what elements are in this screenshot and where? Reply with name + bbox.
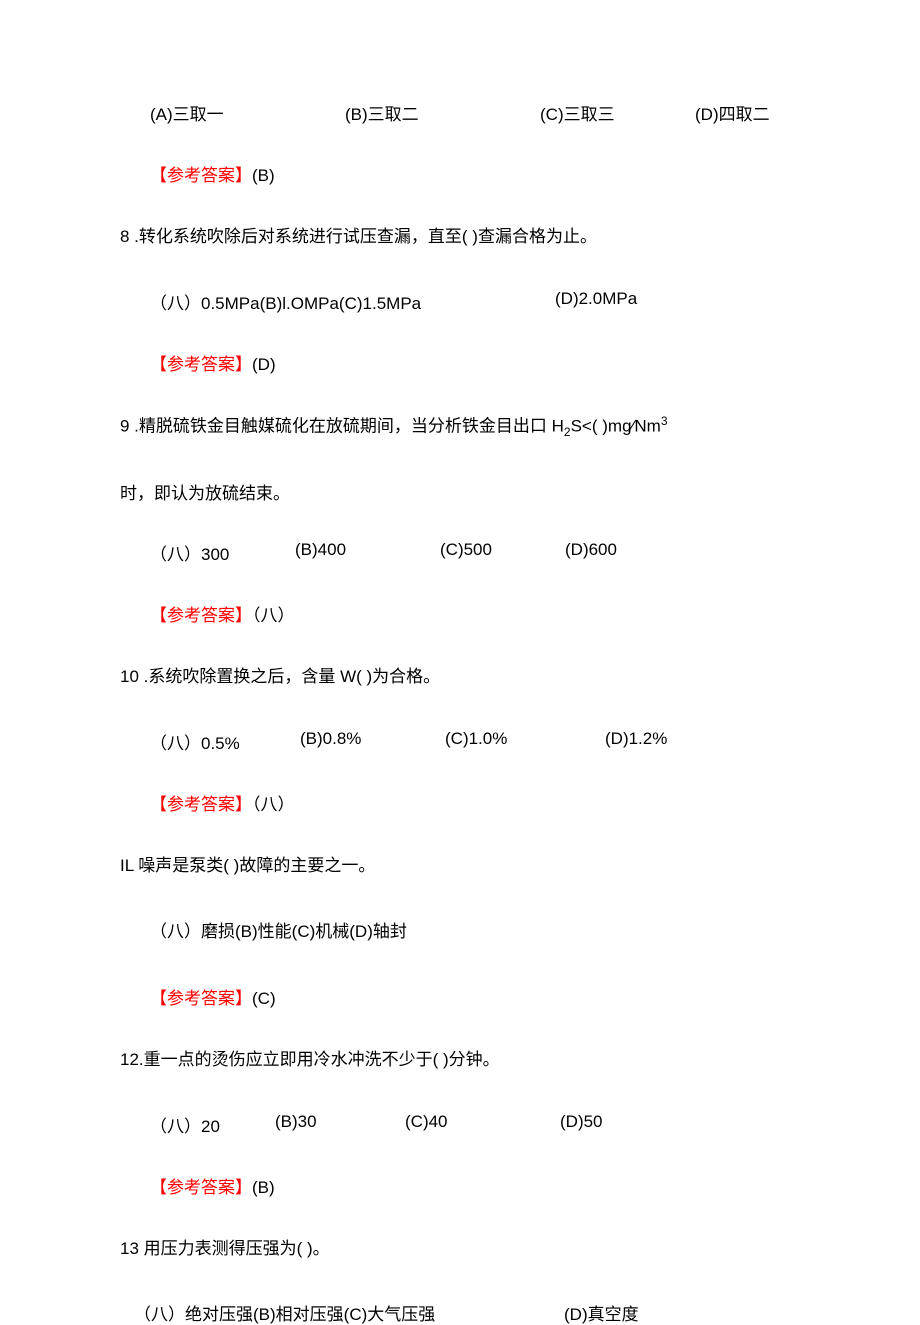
q11-answer-value: (C) [252,989,276,1008]
q13-options-row: （八）绝对压强(B)相对压强(C)大气压强 (D)真空度 [120,1300,800,1325]
q9-text: 9 .精脱硫铁金目触媒硫化在放硫期间，当分析铁金目出口 H2S<( )mg∕Nm… [120,411,800,444]
q10-text: 10 .系统吹除置换之后，含量 W( )为合格。 [120,662,800,693]
q7-answer: 【参考答案】(B) [120,161,800,186]
q10-option-d: (D)1.2% [605,729,667,754]
q9-option-a: （八）300 [150,540,295,565]
q9-option-b: (B)400 [295,540,440,565]
q11-answer-label: 【参考答案】 [150,989,252,1008]
q8-option-ab: （八）0.5MPa(B)l.OMPa(C)1.5MPa [150,289,555,314]
q8-text: 8 .转化系统吹除后对系统进行试压查漏，直至( )查漏合格为止。 [120,222,800,253]
q9-option-c: (C)500 [440,540,565,565]
q9-sub: 2 [564,425,571,439]
q7-option-a: (A)三取一 [150,100,345,125]
q9-text-part1: 9 .精脱硫铁金目触媒硫化在放硫期间，当分析铁金目出口 H [120,416,564,435]
q9-answer: 【参考答案】（八） [120,601,800,626]
q8-option-d: (D)2.0MPa [555,289,637,314]
q9-sup: 3 [661,414,668,428]
q9-options-row: （八）300 (B)400 (C)500 (D)600 [120,540,800,565]
q9-text-part2: S<( )mg∕Nm [571,416,661,435]
q10-answer-label: 【参考答案】 [150,795,252,814]
q10-options-row: （八）0.5% (B)0.8% (C)1.0% (D)1.2% [120,729,800,754]
q13-option-abc: （八）绝对压强(B)相对压强(C)大气压强 [134,1300,564,1325]
q12-option-c: (C)40 [405,1112,560,1137]
q11-options: （八）磨损(B)性能(C)机械(D)轴封 [120,917,800,948]
q7-option-d: (D)四取二 [695,100,770,125]
q12-option-b: (B)30 [275,1112,405,1137]
q12-options-row: （八）20 (B)30 (C)40 (D)50 [120,1112,800,1137]
q11-answer: 【参考答案】(C) [120,984,800,1009]
q12-text: 12.重一点的烫伤应立即用冷水冲洗不少于( )分钟。 [120,1045,800,1076]
q7-answer-value: (B) [252,166,275,185]
q12-answer: 【参考答案】(B) [120,1173,800,1198]
q10-answer: 【参考答案】（八） [120,790,800,815]
q13-option-d: (D)真空度 [564,1300,639,1325]
q7-answer-label: 【参考答案】 [150,166,252,185]
q10-option-a: （八）0.5% [150,729,300,754]
q9-option-d: (D)600 [565,540,617,565]
q12-option-a: （八）20 [150,1112,275,1137]
q10-option-c: (C)1.0% [445,729,605,754]
q7-option-c: (C)三取三 [540,100,695,125]
q8-options-row: （八）0.5MPa(B)l.OMPa(C)1.5MPa (D)2.0MPa [120,289,800,314]
q10-option-b: (B)0.8% [300,729,445,754]
q9-text-line2: 时，即认为放硫结束。 [120,479,800,504]
q8-answer-value: (D) [252,355,276,374]
q8-answer-label: 【参考答案】 [150,355,252,374]
q8-answer: 【参考答案】(D) [120,350,800,375]
q7-options-row: (A)三取一 (B)三取二 (C)三取三 (D)四取二 [120,100,800,125]
q10-answer-value: （八） [252,795,295,814]
q9-answer-value: （八） [252,606,295,625]
q9-answer-label: 【参考答案】 [150,606,252,625]
q13-text: 13 用压力表测得压强为( )。 [120,1234,800,1265]
q12-answer-value: (B) [252,1178,275,1197]
q11-text: IL 噪声是泵类( )故障的主要之一。 [120,851,800,882]
q12-answer-label: 【参考答案】 [150,1178,252,1197]
q7-option-b: (B)三取二 [345,100,540,125]
q12-option-d: (D)50 [560,1112,603,1137]
